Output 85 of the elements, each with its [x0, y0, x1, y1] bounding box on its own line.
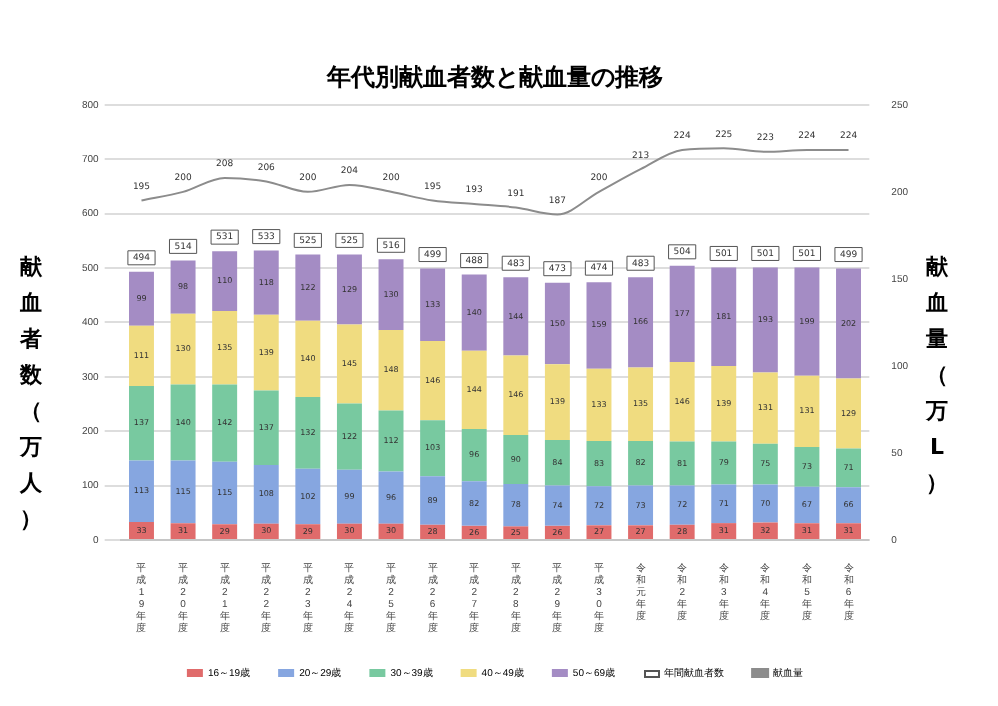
bar	[420, 420, 446, 477]
bar	[586, 525, 612, 539]
bar	[628, 525, 654, 539]
bar	[503, 277, 529, 356]
bar	[586, 440, 612, 487]
bar	[669, 441, 695, 486]
bar	[253, 250, 279, 315]
bar	[378, 259, 404, 331]
bar	[253, 464, 279, 524]
bar	[669, 265, 695, 363]
bar	[503, 435, 529, 484]
bar	[295, 320, 321, 397]
bar	[378, 410, 404, 472]
bar	[170, 313, 196, 385]
bar	[253, 390, 279, 465]
bar	[129, 325, 154, 387]
bar	[836, 448, 861, 488]
bar	[170, 384, 196, 461]
bar	[836, 378, 861, 449]
bar	[711, 267, 737, 366]
bar	[212, 310, 238, 385]
y2-axis-title: 献血量（万L）	[926, 252, 948, 500]
bar	[461, 429, 487, 482]
bar	[711, 484, 737, 524]
bar	[794, 523, 820, 539]
bar	[295, 396, 321, 469]
bar	[420, 476, 446, 525]
bar	[628, 277, 654, 368]
bar	[794, 446, 820, 487]
bar	[752, 372, 778, 444]
bar	[711, 441, 737, 485]
bar	[212, 251, 238, 311]
chart-title: 年代別献血者数と献血量の推移	[325, 62, 663, 91]
bar	[253, 314, 279, 391]
bar	[794, 486, 820, 524]
bar	[129, 522, 154, 539]
bar	[628, 485, 654, 526]
bar	[544, 485, 570, 526]
bar	[295, 524, 321, 539]
bar	[212, 524, 238, 539]
bar	[170, 460, 196, 524]
bar	[836, 487, 861, 524]
bar	[669, 362, 695, 442]
bar	[420, 268, 446, 341]
bar	[336, 254, 362, 325]
bar	[503, 526, 529, 539]
bar	[586, 368, 612, 441]
bar	[336, 469, 362, 524]
bar	[836, 268, 861, 379]
bar	[544, 439, 570, 486]
bar	[129, 386, 154, 461]
bar	[752, 443, 778, 485]
bar	[752, 484, 778, 523]
bar	[836, 523, 861, 539]
bar	[586, 486, 612, 526]
bar	[129, 460, 154, 523]
bar	[378, 471, 404, 524]
bar	[295, 254, 321, 321]
bar	[669, 485, 695, 525]
bar	[212, 461, 238, 525]
bar	[586, 282, 612, 369]
bar	[461, 274, 487, 351]
bar	[461, 481, 487, 526]
bar	[336, 324, 362, 404]
y-axis-title: 献血者数（万人）	[20, 252, 42, 536]
bar	[170, 523, 196, 539]
bar	[752, 267, 778, 373]
bar	[378, 330, 404, 411]
bar	[794, 267, 820, 376]
bar	[212, 384, 238, 462]
bar	[170, 260, 196, 314]
bar	[711, 365, 737, 442]
bar	[503, 483, 529, 527]
bar	[420, 340, 446, 421]
bar	[336, 403, 362, 470]
bar	[461, 350, 487, 430]
bar	[544, 364, 570, 440]
bar	[711, 523, 737, 539]
bar	[295, 468, 321, 525]
bar	[503, 355, 529, 436]
bar	[544, 282, 570, 365]
bar	[794, 375, 820, 447]
bar	[129, 271, 154, 326]
bar	[628, 440, 654, 486]
bar	[628, 367, 654, 441]
